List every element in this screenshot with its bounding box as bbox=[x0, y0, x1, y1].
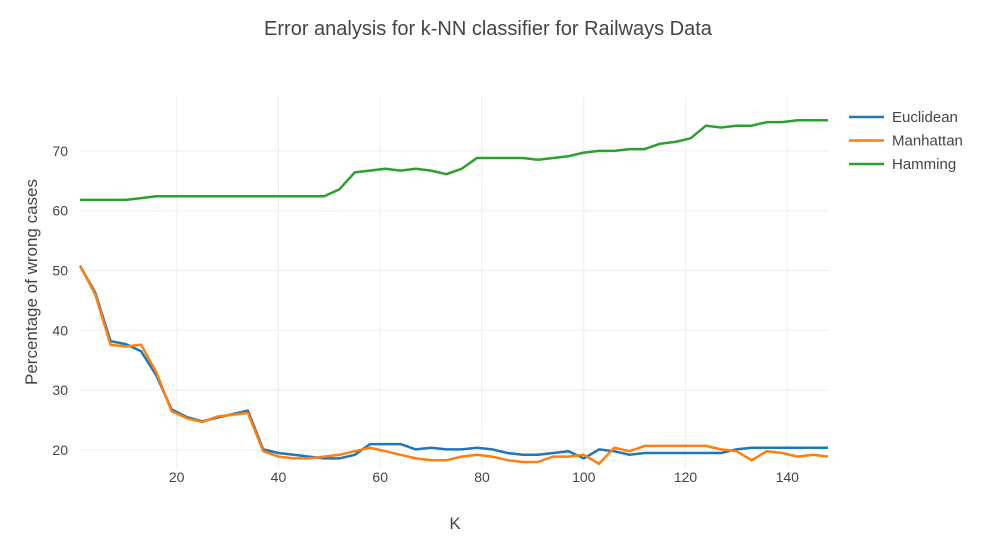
x-tick-labels: 20 40 60 80 100 120 140 bbox=[169, 469, 799, 485]
y-tick-label: 40 bbox=[52, 322, 68, 338]
x-tick-label: 140 bbox=[776, 469, 800, 485]
x-axis-title: K bbox=[449, 514, 461, 533]
series-line-euclidean bbox=[78, 265, 828, 460]
legend-label-manhattan: Manhattan bbox=[892, 133, 963, 150]
y-tick-label: 30 bbox=[52, 382, 68, 398]
y-axis-title: Percentage of wrong cases bbox=[22, 179, 41, 385]
legend-label-hamming: Hamming bbox=[892, 156, 956, 173]
y-tick-label: 70 bbox=[52, 143, 68, 159]
y-tick-label: 20 bbox=[52, 442, 68, 458]
x-tick-label: 120 bbox=[674, 469, 698, 485]
x-tick-label: 20 bbox=[169, 469, 185, 485]
y-tick-label: 50 bbox=[52, 263, 68, 279]
legend-label-euclidean: Euclidean bbox=[892, 109, 958, 126]
legend: Euclidean Manhattan Hamming bbox=[849, 109, 963, 173]
y-tick-label: 60 bbox=[52, 203, 68, 219]
chart-title: Error analysis for k-NN classifier for R… bbox=[264, 18, 713, 40]
x-tick-label: 60 bbox=[372, 469, 388, 485]
x-tick-label: 40 bbox=[271, 469, 287, 485]
series-line-manhattan bbox=[78, 265, 829, 466]
grid-lines bbox=[80, 97, 828, 468]
series-lines bbox=[78, 119, 829, 466]
series-line-hamming bbox=[80, 119, 828, 202]
x-tick-label: 80 bbox=[474, 469, 490, 485]
y-tick-labels: 20 30 40 50 60 70 bbox=[52, 143, 68, 458]
x-tick-label: 100 bbox=[572, 469, 596, 485]
